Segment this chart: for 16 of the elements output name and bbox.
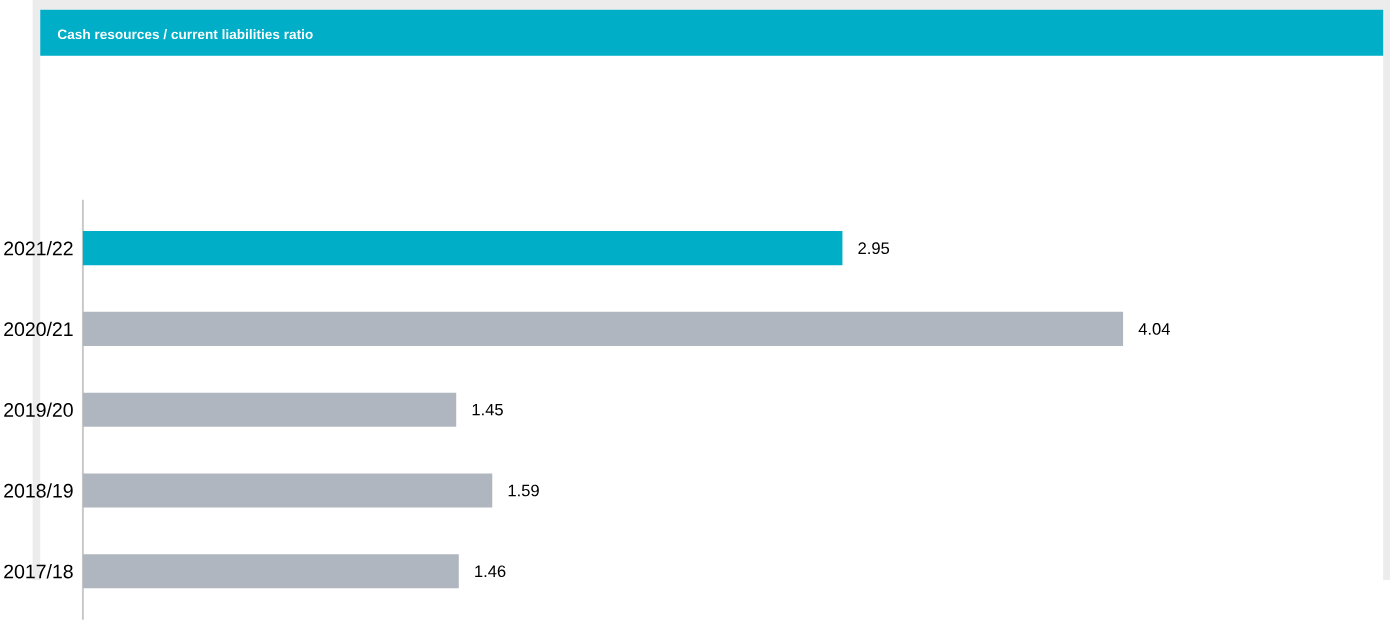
data-label: 1.59	[508, 484, 539, 497]
data-label: 4.04	[1138, 323, 1170, 335]
y-tick-label: 2019/20	[4, 402, 73, 418]
y-tick-label: 2021/22	[4, 241, 73, 256]
data-label: 1.45	[472, 404, 503, 416]
data-label: 2.95	[858, 242, 890, 255]
chart-title: Cash resources / current liabilities ratio	[57, 29, 313, 40]
bar	[82, 231, 843, 266]
y-tick-label: 2017/18	[4, 564, 73, 579]
bar	[82, 473, 493, 508]
bar	[82, 554, 459, 589]
bar	[82, 392, 457, 427]
bar	[82, 312, 1124, 347]
data-label: 1.46	[475, 565, 506, 578]
y-tick-label: 2020/21	[4, 321, 73, 337]
y-tick-label: 2018/19	[4, 483, 73, 498]
